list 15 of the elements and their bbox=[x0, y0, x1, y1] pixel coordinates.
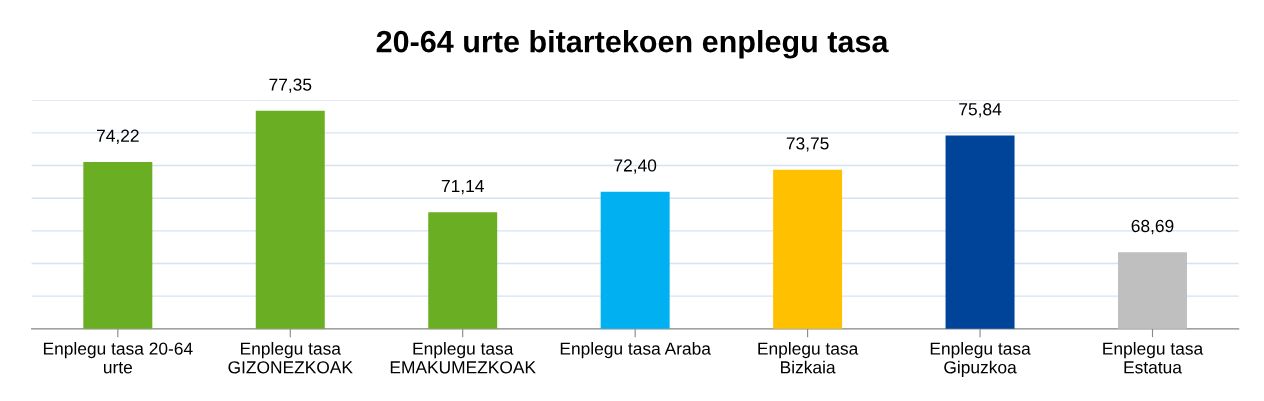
data-label: 74,22 bbox=[96, 129, 139, 144]
data-label: 75,84 bbox=[959, 103, 1002, 118]
data-label: 77,35 bbox=[269, 78, 312, 93]
chart-title: 20-64 urte bitartekoen enplegu tasa bbox=[376, 29, 889, 59]
x-tick-label: Enplegu tasa Bizkaia bbox=[758, 342, 859, 374]
x-tick-label: Enplegu tasa EMAKUMEZKOAK bbox=[390, 342, 536, 374]
data-label: 73,75 bbox=[786, 137, 829, 152]
data-label: 68,69 bbox=[1131, 219, 1174, 235]
x-tick-label: Enplegu tasa Araba bbox=[560, 342, 711, 359]
x-tick-label: Enplegu tasa Estatua bbox=[1103, 342, 1204, 374]
x-tick-label: Enplegu tasa GIZONEZKOAK bbox=[228, 342, 353, 374]
data-label: 72,40 bbox=[614, 159, 657, 174]
data-label: 71,14 bbox=[441, 180, 484, 195]
x-tick-label: Enplegu tasa Gipuzkoa bbox=[930, 342, 1031, 377]
x-tick-label: Enplegu tasa 20-64 urte bbox=[43, 342, 193, 374]
